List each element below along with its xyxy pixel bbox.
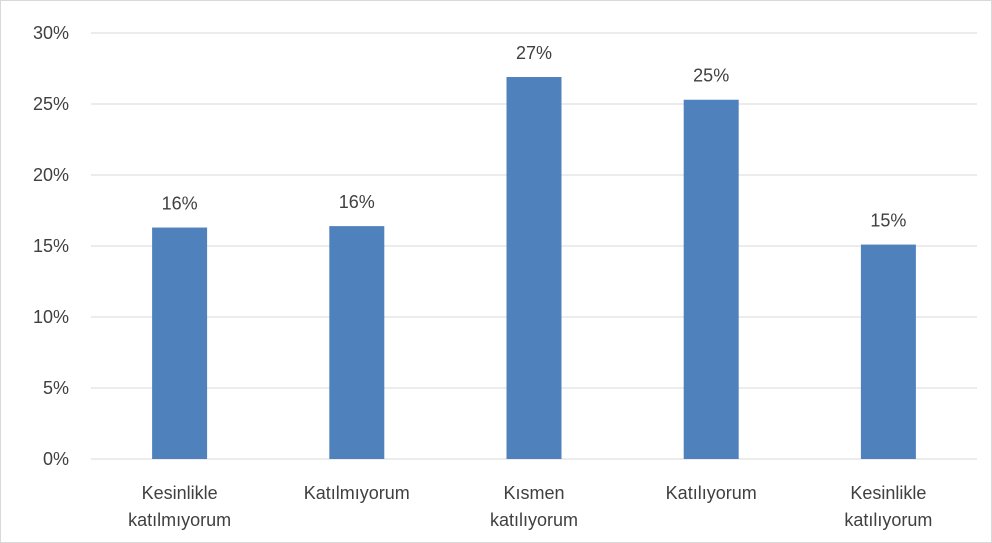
- category-label: Kesinlikle: [850, 483, 926, 503]
- category-label: Katılıyorum: [666, 483, 757, 503]
- bar: [860, 244, 916, 459]
- category-label: Kesinlikle: [142, 483, 218, 503]
- bar: [152, 227, 208, 459]
- data-label: 16%: [339, 192, 375, 212]
- y-tick-label: 20%: [33, 165, 69, 185]
- category-label: katılmıyorum: [128, 510, 231, 530]
- category-label: katılıyorum: [490, 510, 578, 530]
- category-label: Kısmen: [503, 483, 564, 503]
- bar: [683, 99, 739, 460]
- category-label: Katılmıyorum: [304, 483, 410, 503]
- y-tick-label: 5%: [43, 378, 69, 398]
- y-tick-label: 10%: [33, 307, 69, 327]
- data-label: 25%: [693, 66, 729, 86]
- bar: [329, 226, 385, 459]
- y-tick-label: 15%: [33, 236, 69, 256]
- y-tick-label: 30%: [33, 23, 69, 43]
- data-label: 16%: [162, 194, 198, 214]
- data-label: 27%: [516, 43, 552, 63]
- y-tick-label: 25%: [33, 94, 69, 114]
- y-tick-label: 0%: [43, 449, 69, 469]
- data-label: 15%: [870, 211, 906, 231]
- category-label: katılıyorum: [844, 510, 932, 530]
- bar: [506, 77, 562, 460]
